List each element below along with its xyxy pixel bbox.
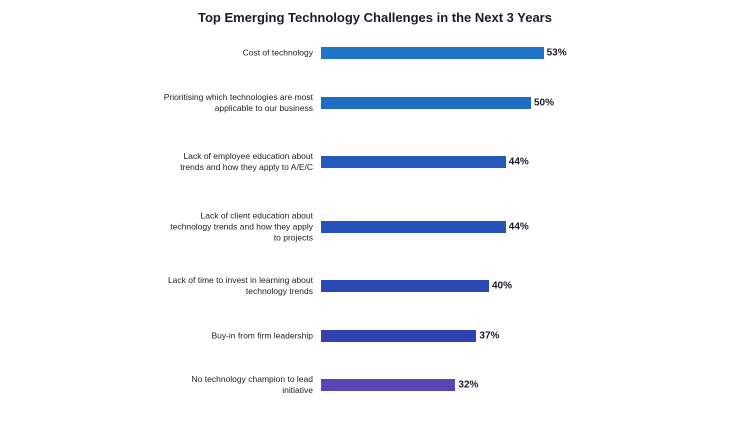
category-label: Prioritising which technologies are most… (163, 92, 313, 113)
bar (321, 156, 506, 168)
value-label: 37% (479, 330, 500, 342)
category-label: Buy-in from firm leadership (211, 330, 313, 341)
category-label: Lack of client education about technolog… (170, 210, 313, 243)
category-label: No technology champion to lead initiativ… (191, 374, 313, 395)
bar (321, 330, 477, 342)
bar (321, 47, 544, 59)
value-label: 53% (546, 47, 567, 59)
bar (321, 379, 456, 391)
value-label: 50% (534, 97, 555, 109)
category-label: Lack of employee education about trends … (180, 151, 313, 172)
value-label: 40% (492, 280, 513, 292)
category-label: Cost of technology (242, 47, 313, 58)
chart-title: Top Emerging Technology Challenges in th… (198, 10, 552, 25)
bar (321, 221, 506, 233)
value-label: 32% (458, 379, 479, 391)
value-label: 44% (508, 156, 529, 168)
value-label: 44% (508, 221, 529, 233)
bar (321, 280, 489, 292)
category-label: Lack of time to invest in learning about… (167, 275, 313, 296)
bar (321, 97, 531, 109)
